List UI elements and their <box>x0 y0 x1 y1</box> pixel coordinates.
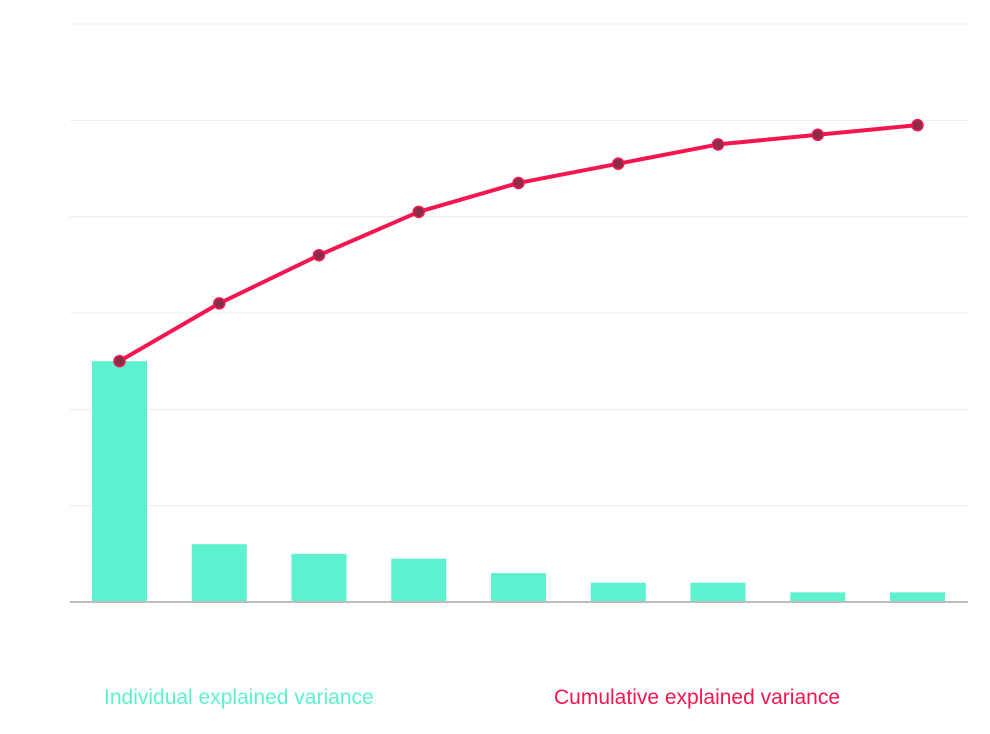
bar-individual-variance <box>391 558 447 602</box>
bar-individual-variance <box>790 592 846 602</box>
point-cumulative-variance <box>711 138 725 151</box>
legend-cumulative-explained-variance: Cumulative explained variance <box>554 686 840 709</box>
bar-individual-variance <box>191 544 247 602</box>
legend-individual-explained-variance: Individual explained variance <box>104 686 374 709</box>
bar-individual-variance <box>690 582 746 602</box>
point-cumulative-variance <box>512 176 525 190</box>
bar-individual-variance <box>890 592 945 602</box>
point-cumulative-variance <box>811 128 824 142</box>
point-cumulative-variance <box>213 297 226 310</box>
point-cumulative-variance <box>412 205 425 219</box>
point-cumulative-variance <box>113 354 126 368</box>
bar-individual-variance <box>590 582 646 602</box>
bar-individual-variance <box>491 573 546 602</box>
point-cumulative-variance <box>612 157 625 170</box>
bar-individual-variance <box>291 553 347 602</box>
line-cumulative-variance <box>117 123 920 364</box>
point-cumulative-variance <box>312 248 326 262</box>
point-cumulative-variance <box>911 118 924 132</box>
bar-individual-variance <box>92 361 147 602</box>
